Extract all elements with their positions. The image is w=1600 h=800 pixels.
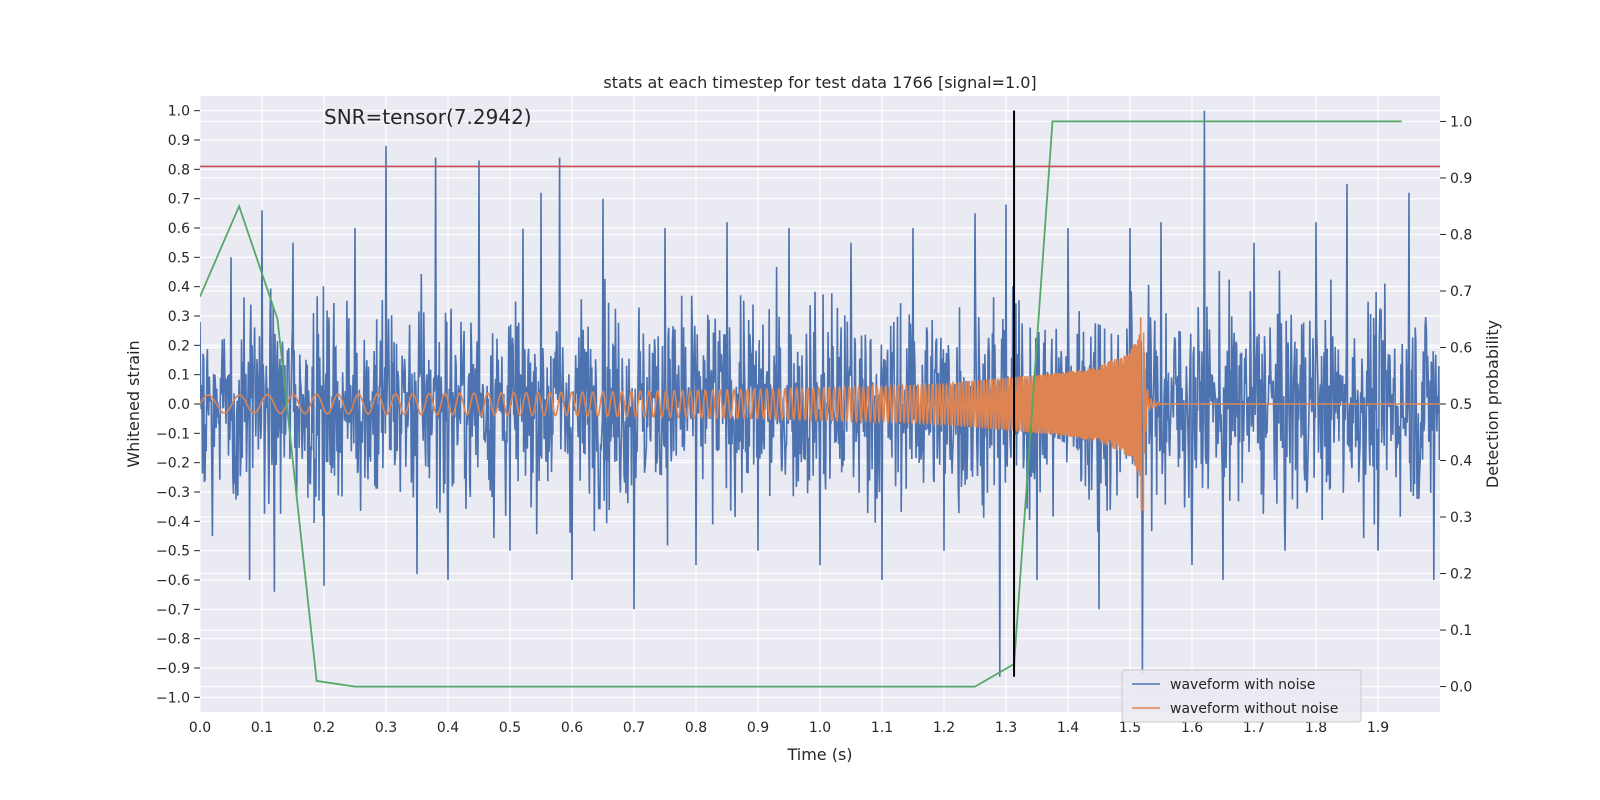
y-tick-label: −0.6 <box>156 573 190 589</box>
x-tick-label: 1.0 <box>809 720 831 736</box>
y-tick-label: −0.1 <box>156 426 190 442</box>
x-tick-label: 1.1 <box>871 720 893 736</box>
x-tick-label: 0.3 <box>375 720 397 736</box>
y2-tick-label: 1.0 <box>1450 114 1472 130</box>
snr-annotation: SNR=tensor(7.2942) <box>324 105 532 129</box>
series-line-waveform-with-noise <box>200 110 1440 677</box>
y2-tick-label: 0.7 <box>1450 284 1472 300</box>
y-tick-label: 0.3 <box>168 309 190 325</box>
series-line-waveform-without-noise <box>200 317 1440 511</box>
series-line-detection-probability <box>200 120 1402 688</box>
y-tick-label: −0.9 <box>156 661 190 677</box>
y2-tick-label: 0.4 <box>1450 454 1472 470</box>
y2-tick-label: 0.9 <box>1450 171 1472 187</box>
x-tick-label: 1.6 <box>1181 720 1203 736</box>
legend-box <box>1121 669 1362 723</box>
x-tick-label: 0.6 <box>561 720 583 736</box>
y-tick-label: −1.0 <box>156 690 190 706</box>
y-tick-label: −0.5 <box>156 544 190 560</box>
legend-label-waveform-with-noise: waveform with noise <box>1170 677 1315 693</box>
y-tick-label: −0.2 <box>156 456 190 472</box>
series-layer <box>200 110 1440 688</box>
legend: waveform with noise waveform without noi… <box>1121 669 1362 723</box>
y2-tick-label: 0.2 <box>1450 567 1472 583</box>
y-tick-label: −0.8 <box>156 632 190 648</box>
x-tick-label: 0.5 <box>499 720 521 736</box>
x-tick-label: 0.1 <box>251 720 273 736</box>
y-tick-label: −0.7 <box>156 602 190 618</box>
y-tick-label: 0.7 <box>168 192 190 208</box>
y-tick-label: 0.2 <box>168 338 190 354</box>
y-tick-label: 0.9 <box>168 133 190 149</box>
y-tick-label: 1.0 <box>168 104 190 120</box>
x-axis: 0.0 0.1 0.2 0.3 0.4 0.5 0.6 0.7 0.8 0.9 1.0 1.1 1.2 1… <box>189 720 1389 736</box>
y-axis-right: 1.0 0.9 0.8 0.7 0.6 0.5 0.4 0.3 0.2 0.1 0.0 <box>1440 114 1472 696</box>
y-axis-left: 1.0 0.9 0.8 0.7 0.6 0.5 0.4 0.3 0.2 0.1 0.0 −0.1 −0.… <box>156 104 200 706</box>
y-tick-label: 0.6 <box>168 221 190 237</box>
y-tick-label: −0.3 <box>156 485 190 501</box>
y-tick-label: 0.5 <box>168 250 190 266</box>
x-tick-label: 0.8 <box>685 720 707 736</box>
y2-tick-label: 0.3 <box>1450 510 1472 526</box>
x-tick-label: 1.9 <box>1367 720 1389 736</box>
y-tick-label: 0.0 <box>168 397 190 413</box>
x-tick-label: 1.4 <box>1057 720 1079 736</box>
y2-tick-label: 0.1 <box>1450 623 1472 639</box>
y-tick-label: 0.1 <box>168 368 190 384</box>
chart-title: stats at each timestep for test data 176… <box>603 73 1036 92</box>
x-tick-label: 0.0 <box>189 720 211 736</box>
y2-axis-label: Detection probability <box>1483 320 1502 488</box>
y2-tick-label: 0.8 <box>1450 227 1472 243</box>
x-tick-label: 1.7 <box>1243 720 1265 736</box>
x-axis-label: Time (s) <box>786 745 852 764</box>
y-axis-label: Whitened strain <box>124 340 143 467</box>
x-tick-label: 1.3 <box>995 720 1017 736</box>
legend-label-waveform-without-noise: waveform without noise <box>1170 701 1338 717</box>
x-tick-label: 1.5 <box>1119 720 1141 736</box>
x-tick-label: 0.2 <box>313 720 335 736</box>
y2-tick-label: 0.5 <box>1450 397 1472 413</box>
y2-tick-label: 0.0 <box>1450 680 1472 696</box>
x-tick-label: 1.2 <box>933 720 955 736</box>
x-tick-label: 0.7 <box>623 720 645 736</box>
y-tick-label: 0.8 <box>168 162 190 178</box>
reference-lines <box>200 110 1440 677</box>
y-tick-label: 0.4 <box>168 280 190 296</box>
x-tick-label: 0.9 <box>747 720 769 736</box>
y-tick-label: −0.4 <box>156 514 190 530</box>
x-tick-label: 0.4 <box>437 720 459 736</box>
y2-tick-label: 0.6 <box>1450 340 1472 356</box>
x-tick-label: 1.8 <box>1305 720 1327 736</box>
